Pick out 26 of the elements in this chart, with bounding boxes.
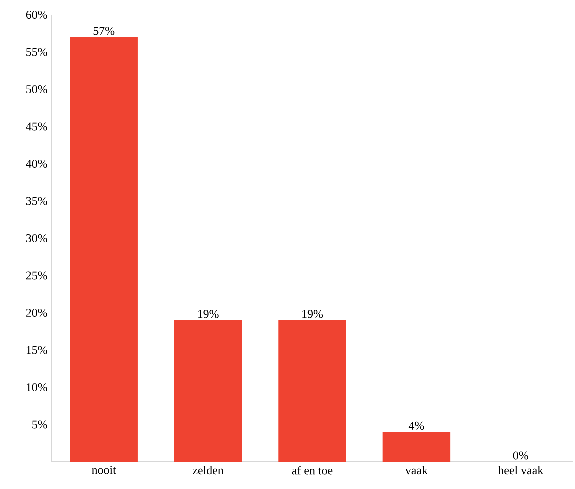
data-label: 57% xyxy=(94,27,115,36)
bar xyxy=(278,320,346,462)
data-label: 4% xyxy=(408,422,424,430)
y-tick-label: 35% xyxy=(26,197,48,206)
y-tick-label: 45% xyxy=(26,122,48,131)
y-tick-label: 20% xyxy=(26,308,48,318)
y-tick-label: 5% xyxy=(32,420,48,429)
x-tick-label: vaak xyxy=(405,466,428,475)
y-tick-label: 60% xyxy=(26,10,48,20)
data-label: 19% xyxy=(198,310,219,318)
y-tick-label: 15% xyxy=(26,346,48,354)
x-tick-label: nooit xyxy=(92,466,116,474)
x-tick-label: zelden xyxy=(193,466,224,475)
y-tick-label: 40% xyxy=(26,160,48,168)
data-label: 0% xyxy=(513,452,528,460)
y-tick-label: 25% xyxy=(26,272,48,280)
data-label: 19% xyxy=(302,310,324,318)
x-tick-label: af en toe xyxy=(292,466,333,475)
y-tick-label: 30% xyxy=(26,234,48,243)
bar xyxy=(70,37,138,462)
bar xyxy=(174,320,242,462)
y-tick-label: 55% xyxy=(26,48,48,56)
y-tick-label: 50% xyxy=(26,85,48,94)
x-tick-label: heel vaak xyxy=(498,466,544,475)
y-tick-label: 10% xyxy=(26,383,48,392)
bar xyxy=(382,432,451,462)
